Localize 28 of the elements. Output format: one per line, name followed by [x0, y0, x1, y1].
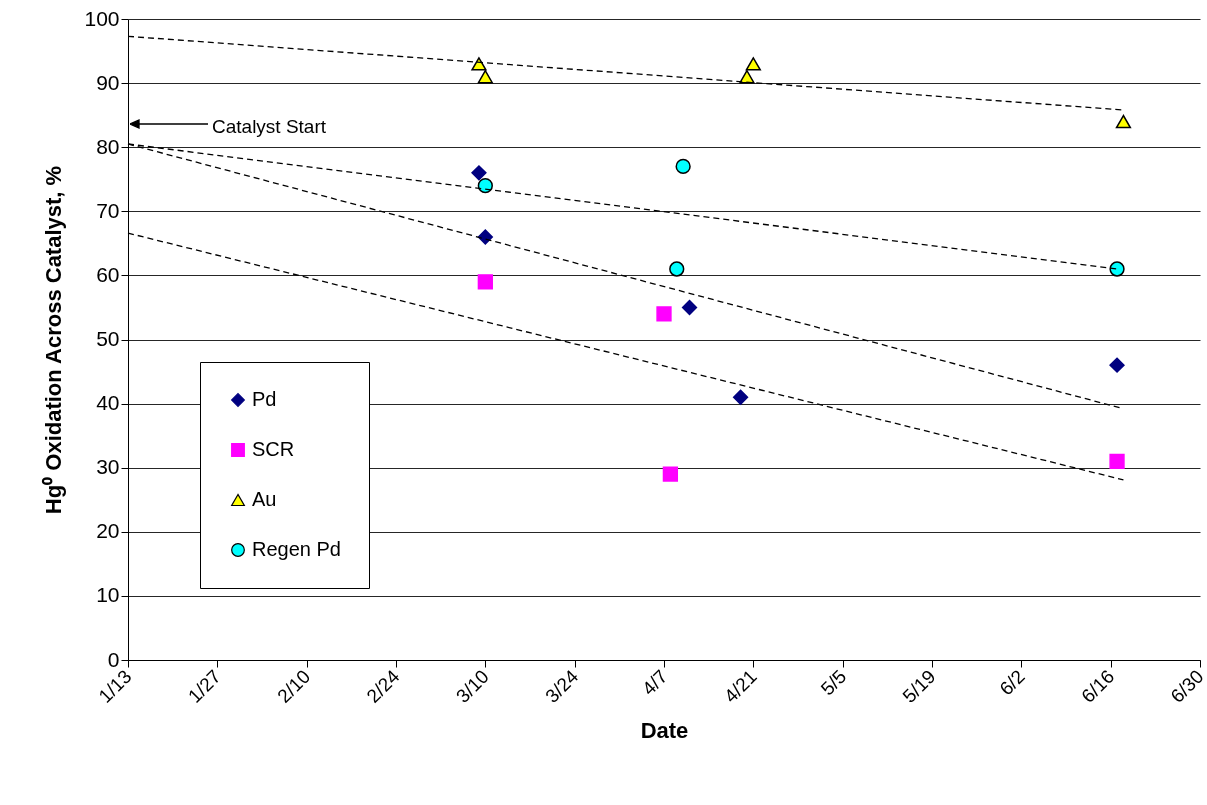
y-tick-label: 100 [84, 6, 120, 30]
x-tick-label: 5/19 [898, 665, 940, 707]
y-tick-label: 40 [96, 391, 120, 415]
x-tick-label: 4/7 [638, 665, 672, 700]
y-tick-label: 50 [96, 327, 120, 350]
y-tick-label: 0 [107, 647, 120, 671]
x-axis-title: Date [640, 717, 689, 743]
legend-label: Au [252, 488, 277, 510]
y-tick-label: 10 [96, 583, 120, 607]
y-tick-label: 60 [96, 262, 120, 286]
x-tick-label: 4/21 [719, 665, 761, 707]
y-tick-label: 20 [96, 519, 120, 543]
legend-label: SCR [252, 438, 295, 460]
x-tick-label: 3/10 [451, 665, 493, 707]
y-axis-title: Hg⁰ Oxidation Across Catalyst, % [41, 165, 67, 515]
x-tick-label: 2/10 [273, 665, 315, 707]
legend-label: Regen Pd [252, 538, 341, 560]
y-tick-label: 80 [96, 134, 120, 158]
x-tick-label: 3/24 [541, 665, 583, 707]
x-tick-label: 6/2 [995, 665, 1029, 700]
y-tick-label: 30 [96, 455, 120, 479]
x-tick-label: 6/16 [1077, 665, 1119, 707]
y-tick-label: 90 [96, 70, 120, 94]
x-tick-label: 5/5 [816, 665, 851, 700]
x-tick-label: 6/30 [1166, 665, 1207, 707]
y-tick-label: 70 [96, 198, 120, 222]
annotation: Catalyst Start [212, 116, 327, 138]
legend-label: Pd [252, 388, 277, 410]
